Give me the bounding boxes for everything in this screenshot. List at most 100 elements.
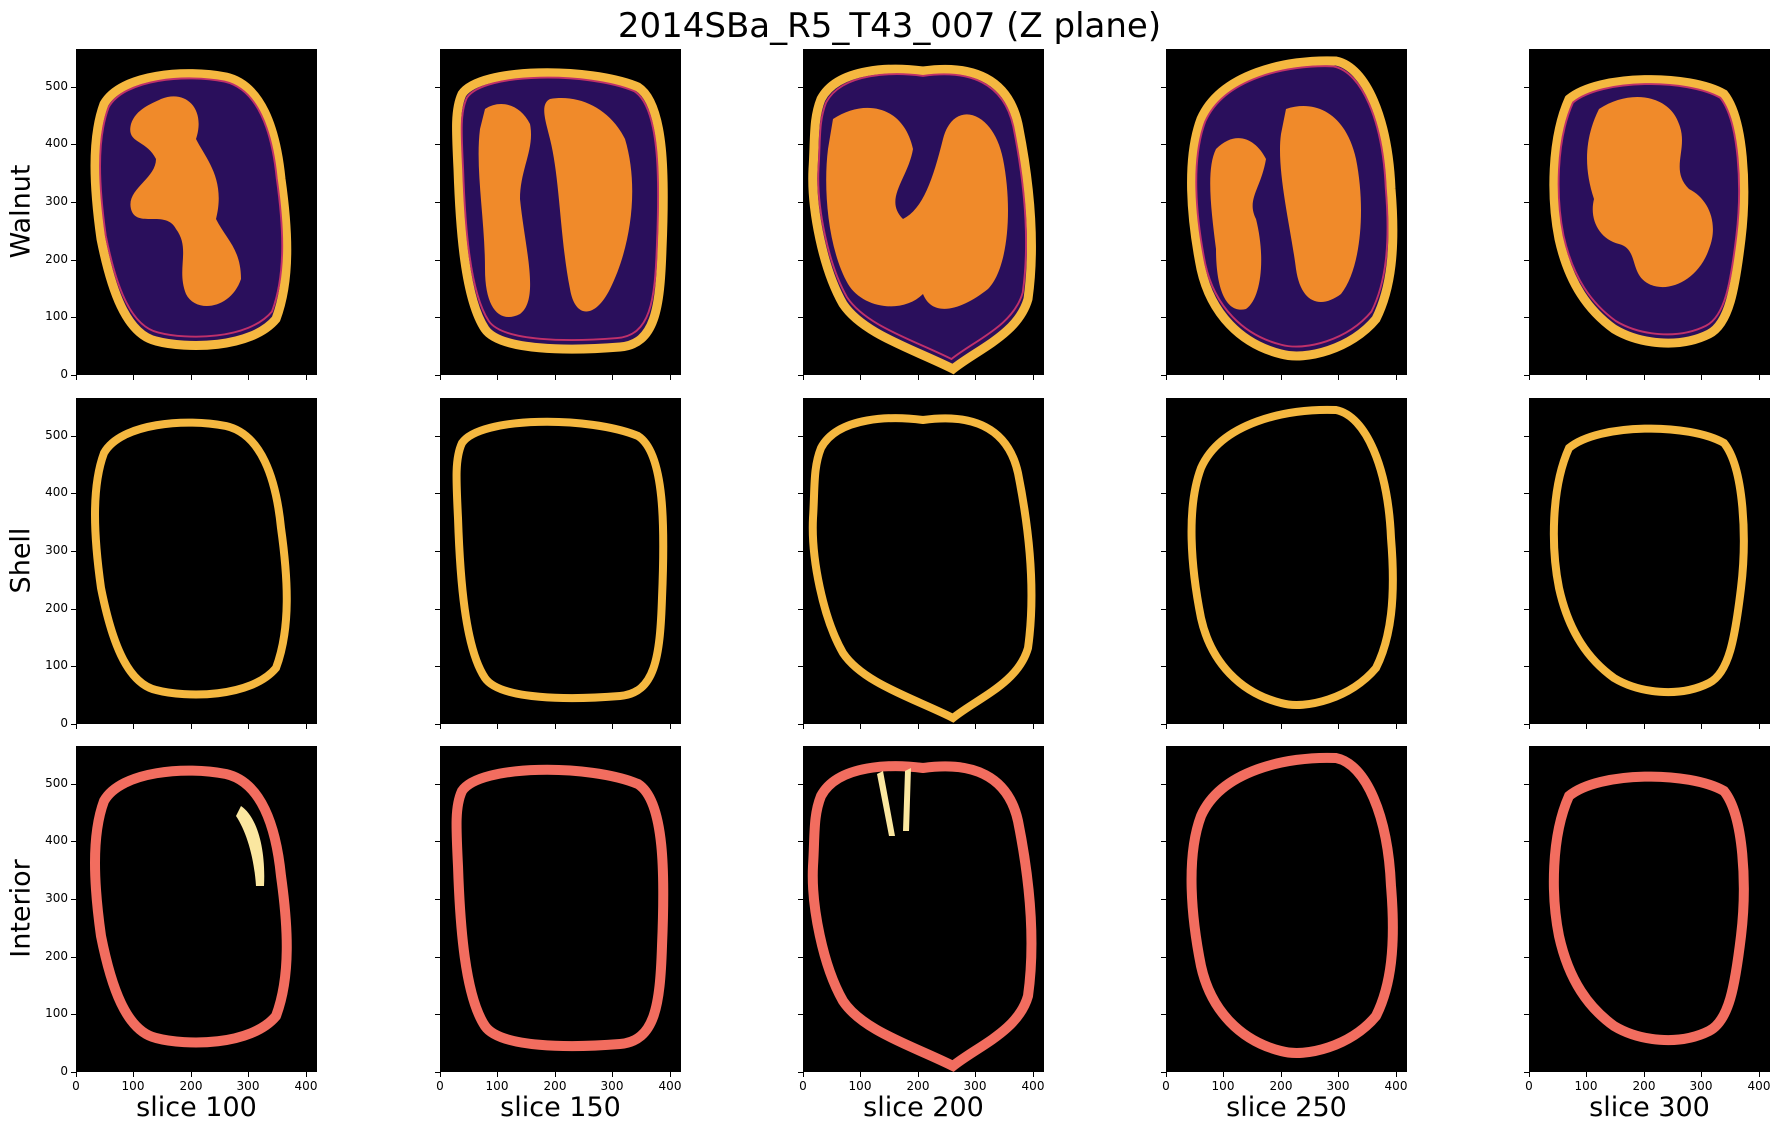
y-tick bbox=[435, 1014, 440, 1015]
x-tick bbox=[1338, 1072, 1339, 1077]
panel-shell-1 bbox=[76, 398, 317, 724]
x-tick bbox=[1586, 1072, 1587, 1077]
x-tick bbox=[612, 375, 613, 380]
x-tick-label: 200 bbox=[179, 1079, 203, 1093]
ct-image bbox=[452, 417, 668, 703]
x-tick bbox=[1223, 724, 1224, 729]
x-tick bbox=[306, 375, 307, 380]
y-tick bbox=[798, 260, 803, 261]
y-tick bbox=[798, 609, 803, 610]
y-tick-label: 0 bbox=[60, 1064, 68, 1078]
figure-title: 2014SBa_R5_T43_007 (Z plane) bbox=[617, 6, 1162, 46]
kernel-region bbox=[1587, 97, 1713, 288]
x-tick bbox=[918, 1072, 919, 1077]
x-tick-label: 0 bbox=[72, 1079, 80, 1093]
y-tick-label: 100 bbox=[45, 658, 68, 672]
x-tick bbox=[670, 375, 671, 380]
y-tick-label: 200 bbox=[45, 252, 68, 266]
panel-interior-4 bbox=[1166, 746, 1407, 1072]
interior-extra-region bbox=[236, 806, 265, 886]
y-tick bbox=[1161, 436, 1166, 437]
column-label-4: slice 250 bbox=[1226, 1092, 1347, 1123]
x-tick bbox=[1701, 724, 1702, 729]
y-tick bbox=[1161, 202, 1166, 203]
x-tick-label: 0 bbox=[1525, 1079, 1533, 1093]
y-tick-label: 100 bbox=[45, 1006, 68, 1020]
x-tick bbox=[1586, 375, 1587, 380]
kernel-region bbox=[478, 98, 633, 318]
y-tick bbox=[71, 784, 76, 785]
y-tick-label: 400 bbox=[45, 136, 68, 150]
y-tick bbox=[435, 317, 440, 318]
x-tick-label: 0 bbox=[799, 1079, 807, 1093]
x-tick bbox=[1529, 724, 1530, 729]
x-tick bbox=[1281, 724, 1282, 729]
x-tick bbox=[860, 1072, 861, 1077]
y-tick bbox=[435, 87, 440, 88]
y-tick bbox=[1524, 202, 1529, 203]
x-tick bbox=[1338, 375, 1339, 380]
shell-inner-edge bbox=[460, 76, 660, 341]
y-tick bbox=[435, 260, 440, 261]
y-tick bbox=[1161, 841, 1166, 842]
x-tick bbox=[555, 375, 556, 380]
y-tick bbox=[1524, 609, 1529, 610]
y-tick bbox=[1524, 724, 1529, 725]
x-tick bbox=[1281, 375, 1282, 380]
shell-inner-edge bbox=[817, 73, 1027, 361]
panel-interior-2 bbox=[440, 746, 681, 1072]
y-tick bbox=[435, 841, 440, 842]
x-tick-label: 100 bbox=[1574, 1079, 1598, 1093]
y-tick bbox=[798, 317, 803, 318]
y-tick bbox=[798, 87, 803, 88]
y-tick bbox=[71, 317, 76, 318]
shell-inner-edge bbox=[1195, 65, 1389, 348]
y-tick bbox=[435, 957, 440, 958]
x-tick bbox=[248, 375, 249, 380]
column-label-1: slice 100 bbox=[136, 1092, 257, 1123]
x-tick-label: 300 bbox=[963, 1079, 987, 1093]
x-tick-label: 100 bbox=[121, 1079, 145, 1093]
ct-image bbox=[1186, 752, 1398, 1058]
x-tick bbox=[76, 1072, 77, 1077]
shell-ring bbox=[808, 414, 1036, 723]
x-tick bbox=[248, 724, 249, 729]
panel-walnut-1 bbox=[76, 49, 317, 375]
y-tick-label: 0 bbox=[60, 367, 68, 381]
x-tick bbox=[555, 1072, 556, 1077]
panel-shell-5 bbox=[1529, 398, 1770, 724]
y-tick bbox=[435, 551, 440, 552]
x-tick bbox=[975, 375, 976, 380]
y-tick bbox=[1524, 957, 1529, 958]
y-tick bbox=[1161, 260, 1166, 261]
y-tick bbox=[1524, 1014, 1529, 1015]
y-tick bbox=[1161, 609, 1166, 610]
x-tick bbox=[803, 375, 804, 380]
ct-image bbox=[808, 64, 1036, 375]
column-label-2: slice 150 bbox=[500, 1092, 621, 1123]
y-tick-label: 500 bbox=[45, 776, 68, 790]
y-tick-label: 0 bbox=[60, 716, 68, 730]
panel-walnut-2 bbox=[440, 49, 681, 375]
x-tick bbox=[860, 375, 861, 380]
column-label-5: slice 300 bbox=[1589, 1092, 1710, 1123]
x-tick bbox=[306, 724, 307, 729]
x-tick-label: 400 bbox=[1384, 1079, 1408, 1093]
interior-ring bbox=[90, 765, 292, 1048]
kernel-region bbox=[130, 96, 241, 306]
x-tick bbox=[1644, 1072, 1645, 1077]
y-tick bbox=[798, 436, 803, 437]
ct-image bbox=[91, 418, 291, 699]
y-tick bbox=[435, 375, 440, 376]
row-label-shell: Shell bbox=[5, 527, 37, 594]
shell-ring bbox=[1549, 424, 1748, 696]
y-tick bbox=[1524, 666, 1529, 667]
x-tick bbox=[975, 724, 976, 729]
x-tick-label: 200 bbox=[1269, 1079, 1293, 1093]
y-tick bbox=[1524, 551, 1529, 552]
x-tick bbox=[497, 1072, 498, 1077]
x-tick bbox=[1338, 724, 1339, 729]
x-tick bbox=[1033, 375, 1034, 380]
x-tick bbox=[612, 724, 613, 729]
y-tick bbox=[1161, 957, 1166, 958]
